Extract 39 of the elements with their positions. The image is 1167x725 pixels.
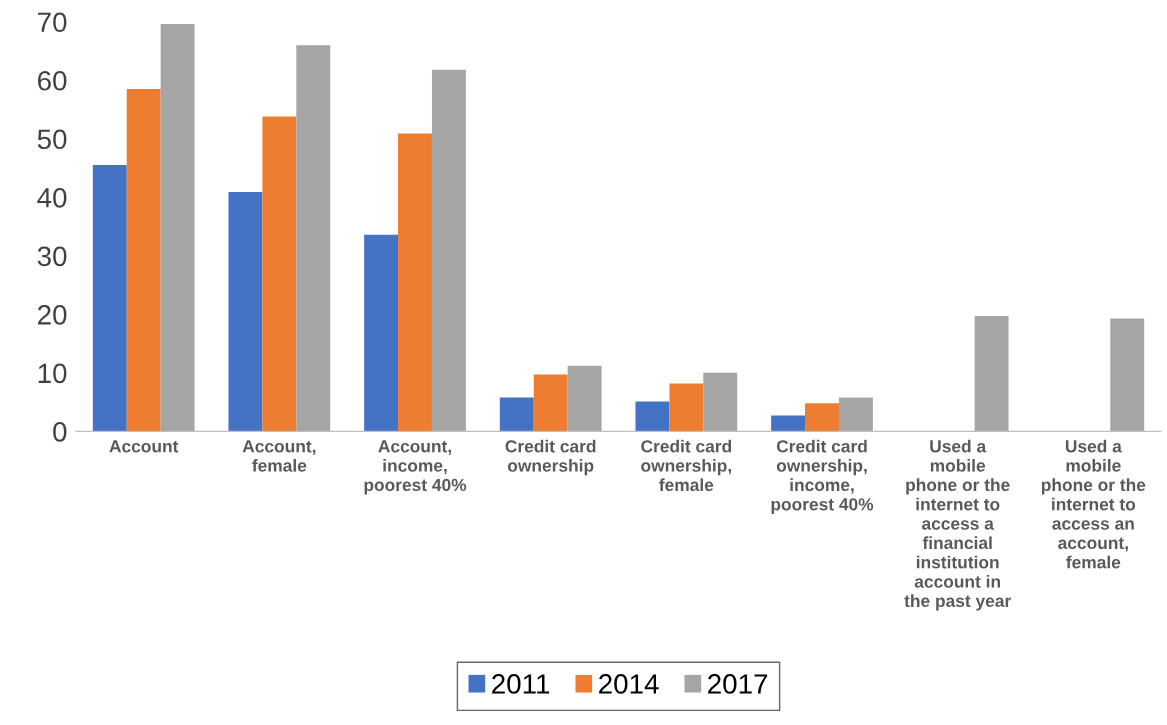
y-tick-label: 60 bbox=[38, 70, 67, 91]
bar bbox=[805, 403, 839, 432]
y-tick-label: 0 bbox=[53, 422, 67, 442]
bar bbox=[703, 372, 738, 432]
bar bbox=[126, 89, 161, 432]
bar bbox=[92, 165, 127, 432]
bar bbox=[669, 383, 704, 432]
bar bbox=[431, 69, 466, 432]
bar bbox=[567, 365, 602, 432]
bar bbox=[974, 316, 1009, 432]
legend-label: 2014 bbox=[599, 674, 659, 694]
bar bbox=[635, 401, 670, 432]
x-tick-label: Credit card ownership, female bbox=[641, 439, 732, 492]
y-tick-label: 10 bbox=[38, 363, 67, 384]
bar bbox=[398, 133, 432, 432]
bar bbox=[262, 116, 297, 432]
y-tick-label: 30 bbox=[37, 246, 67, 267]
legend-label: 2017 bbox=[708, 674, 768, 694]
bar bbox=[228, 192, 263, 432]
bar bbox=[296, 45, 331, 432]
y-tick-label: 70 bbox=[38, 12, 67, 33]
x-tick-label: Credit card ownership, income, poorest 40% bbox=[771, 439, 874, 514]
bar bbox=[533, 374, 568, 432]
y-tick-label: 20 bbox=[38, 305, 67, 325]
x-tick-label: Account bbox=[109, 440, 179, 453]
bar bbox=[160, 24, 195, 432]
legend-label: 2011 bbox=[492, 674, 550, 694]
bar bbox=[1110, 318, 1145, 432]
bar bbox=[838, 397, 873, 432]
bar bbox=[499, 397, 534, 432]
bar bbox=[364, 234, 399, 432]
y-tick-label: 40 bbox=[37, 187, 67, 208]
category-label: Used a mobile phone or the internet to access a financial institution account in the past year bbox=[904, 439, 1011, 611]
x-tick-label: Used a mobile phone or the internet to access an account, female bbox=[1041, 439, 1146, 569]
y-tick-label: 50 bbox=[37, 129, 67, 150]
x-tick-label: Account, income, poorest 40% bbox=[364, 440, 467, 495]
bar bbox=[771, 415, 806, 432]
x-tick-label: Account, female bbox=[242, 440, 316, 472]
x-tick-label: Credit card ownership bbox=[505, 439, 596, 476]
